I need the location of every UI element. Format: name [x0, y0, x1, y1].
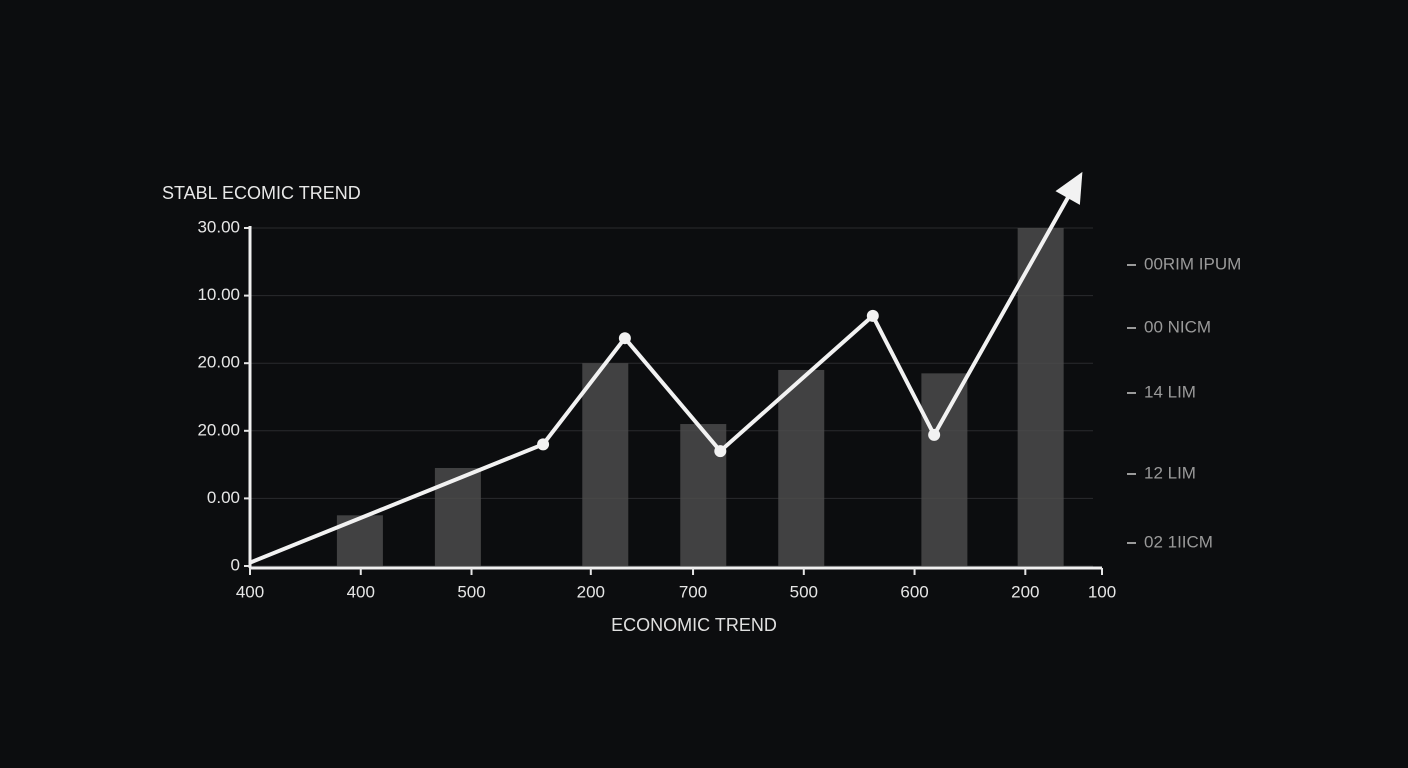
side-label: 02 1IICM — [1144, 532, 1213, 551]
x-tick-label: 100 — [1088, 582, 1116, 601]
x-tick-label: 500 — [790, 582, 818, 601]
side-label: 00RIM IPUM — [1144, 254, 1241, 273]
x-tick-label: 200 — [1011, 582, 1039, 601]
bar — [1017, 228, 1064, 566]
y-tick-label: 20.00 — [197, 353, 240, 372]
chart-title: STABL ECOMIC TREND — [162, 183, 361, 203]
x-tick-label: 400 — [347, 582, 375, 601]
point — [928, 428, 941, 441]
side-label: 14 LIM — [1144, 382, 1196, 401]
point — [714, 445, 727, 458]
bar — [582, 363, 629, 566]
point — [866, 309, 879, 322]
y-tick-label: 0 — [231, 555, 240, 574]
bar — [921, 373, 968, 566]
point — [618, 332, 631, 345]
side-label: 00 NICM — [1144, 317, 1211, 336]
x-tick-label: 600 — [900, 582, 928, 601]
x-tick-label: 400 — [236, 582, 264, 601]
point — [537, 438, 550, 451]
arrow-head — [1055, 171, 1083, 205]
y-tick-label: 0.00 — [207, 488, 240, 507]
y-tick-label: 10.00 — [197, 285, 240, 304]
x-tick-label: 700 — [679, 582, 707, 601]
x-axis-label: ECONOMIC TREND — [611, 615, 777, 635]
y-tick-label: 30.00 — [197, 217, 240, 236]
bar — [434, 467, 481, 566]
plot — [249, 171, 1083, 566]
side-label: 12 LIM — [1144, 463, 1196, 482]
bar — [778, 369, 825, 566]
axes: 0 0.00 20.00 20.00 10.00 30.00 400 400 500 200 700… — [197, 217, 1116, 601]
x-tick-label: 200 — [577, 582, 605, 601]
y-tick-label: 20.00 — [197, 420, 240, 439]
x-tick-label: 500 — [457, 582, 485, 601]
